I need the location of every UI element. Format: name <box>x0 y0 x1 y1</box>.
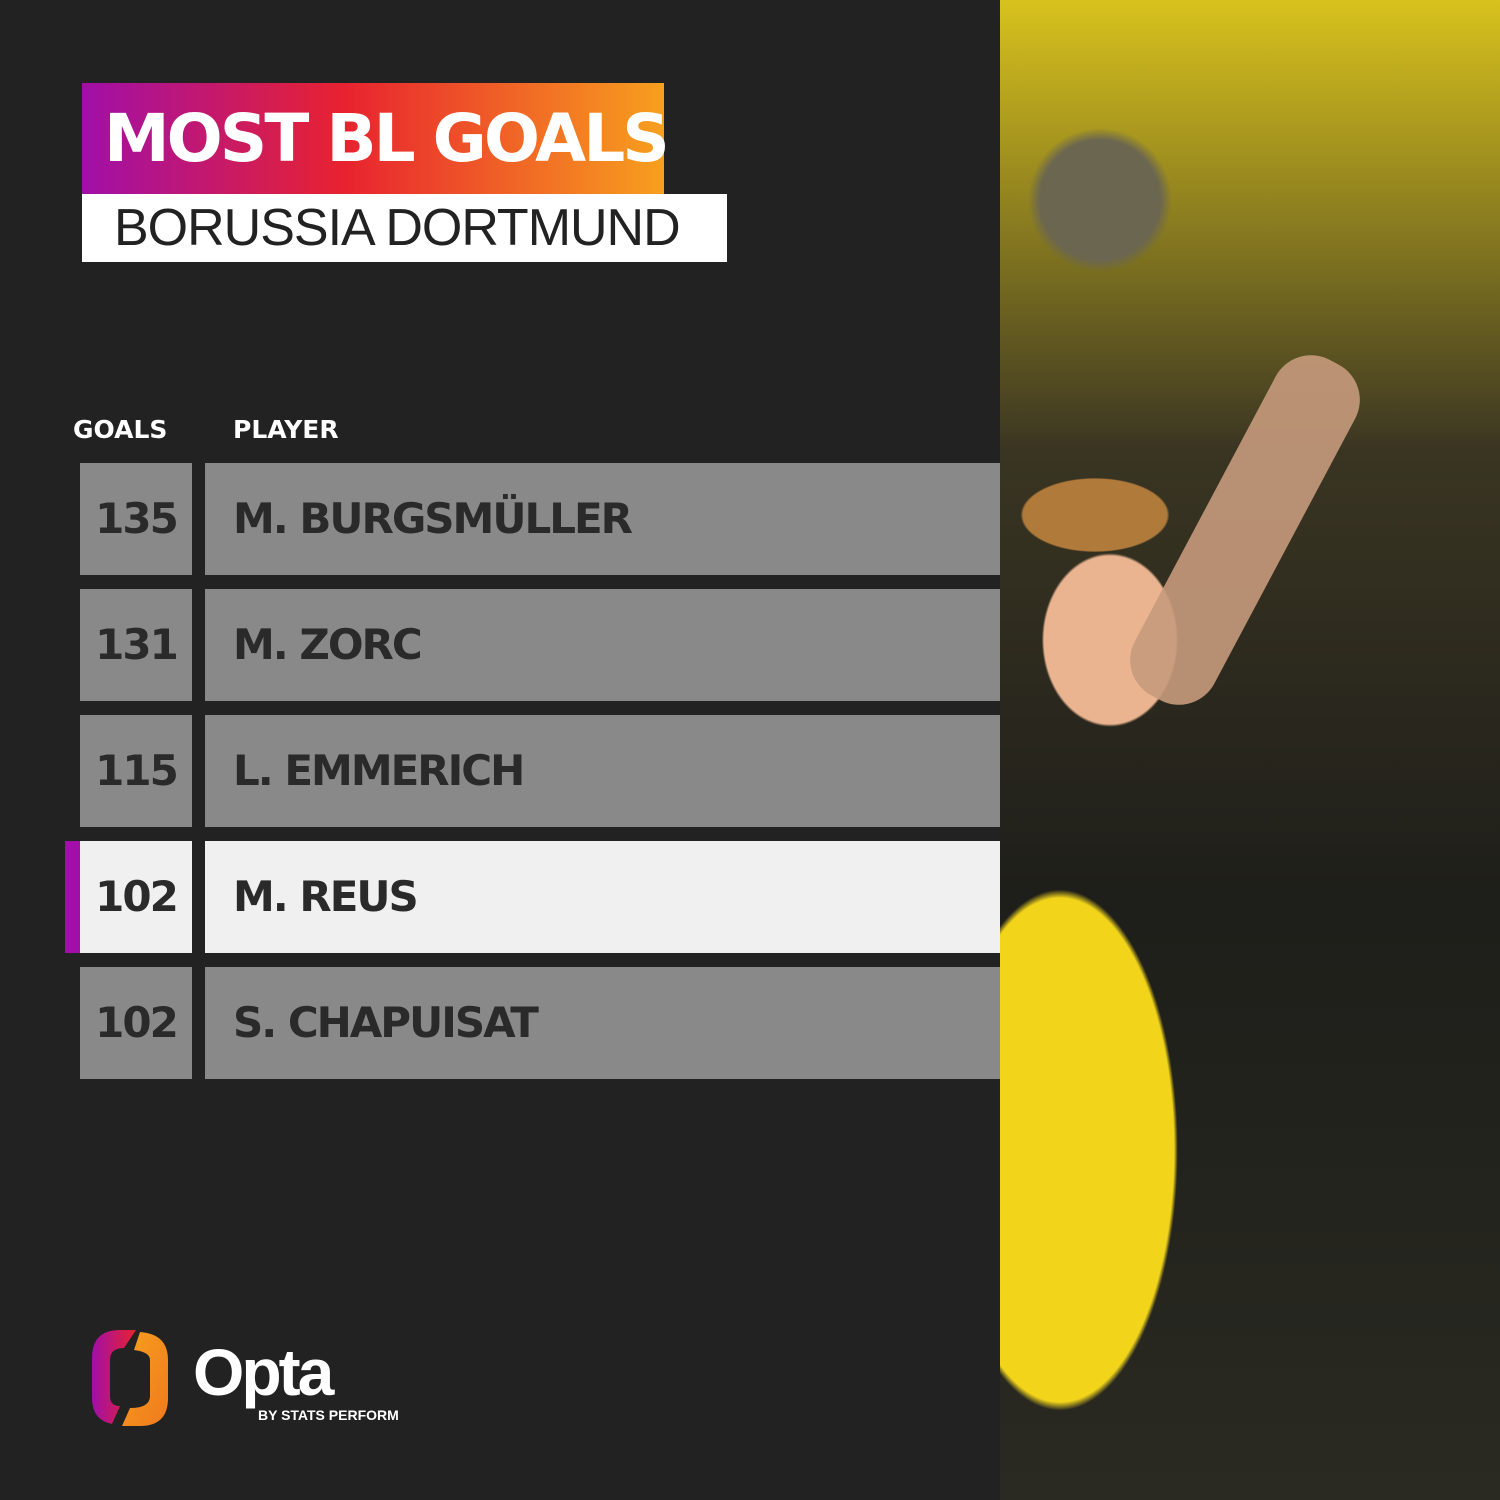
table-row: 115 L. EMMERICH <box>80 715 1000 827</box>
goals-cell: 115 <box>80 715 192 827</box>
table-row: 135 M. BURGSMÜLLER <box>80 463 1000 575</box>
title-banner: MOST BL GOALS <box>82 83 670 194</box>
goals-cell: 135 <box>80 463 192 575</box>
table-row-highlighted: 102 M. REUS <box>65 841 1000 953</box>
player-cell: M. REUS <box>205 841 1000 953</box>
goals-cell: 102 <box>80 841 192 953</box>
subtitle-banner: BORUSSIA DORTMUND <box>82 194 727 262</box>
table-row: 102 S. CHAPUISAT <box>80 967 1000 1079</box>
table-row: 131 M. ZORC <box>80 589 1000 701</box>
player-cell: M. BURGSMÜLLER <box>205 463 1000 575</box>
highlight-accent-bar <box>65 841 80 953</box>
player-cell: S. CHAPUISAT <box>205 967 1000 1079</box>
player-cell: L. EMMERICH <box>205 715 1000 827</box>
player-header: PLAYER <box>233 415 339 444</box>
player-cell: M. ZORC <box>205 589 1000 701</box>
opta-logo-icon <box>92 1330 168 1426</box>
opta-logo-tagline: BY STATS PERFORM <box>258 1407 399 1423</box>
goals-cell: 102 <box>80 967 192 1079</box>
player-photo <box>1000 0 1500 1500</box>
opta-logo-text: Opta <box>193 1335 334 1409</box>
goals-cell: 131 <box>80 589 192 701</box>
goals-header: GOALS <box>73 415 168 444</box>
